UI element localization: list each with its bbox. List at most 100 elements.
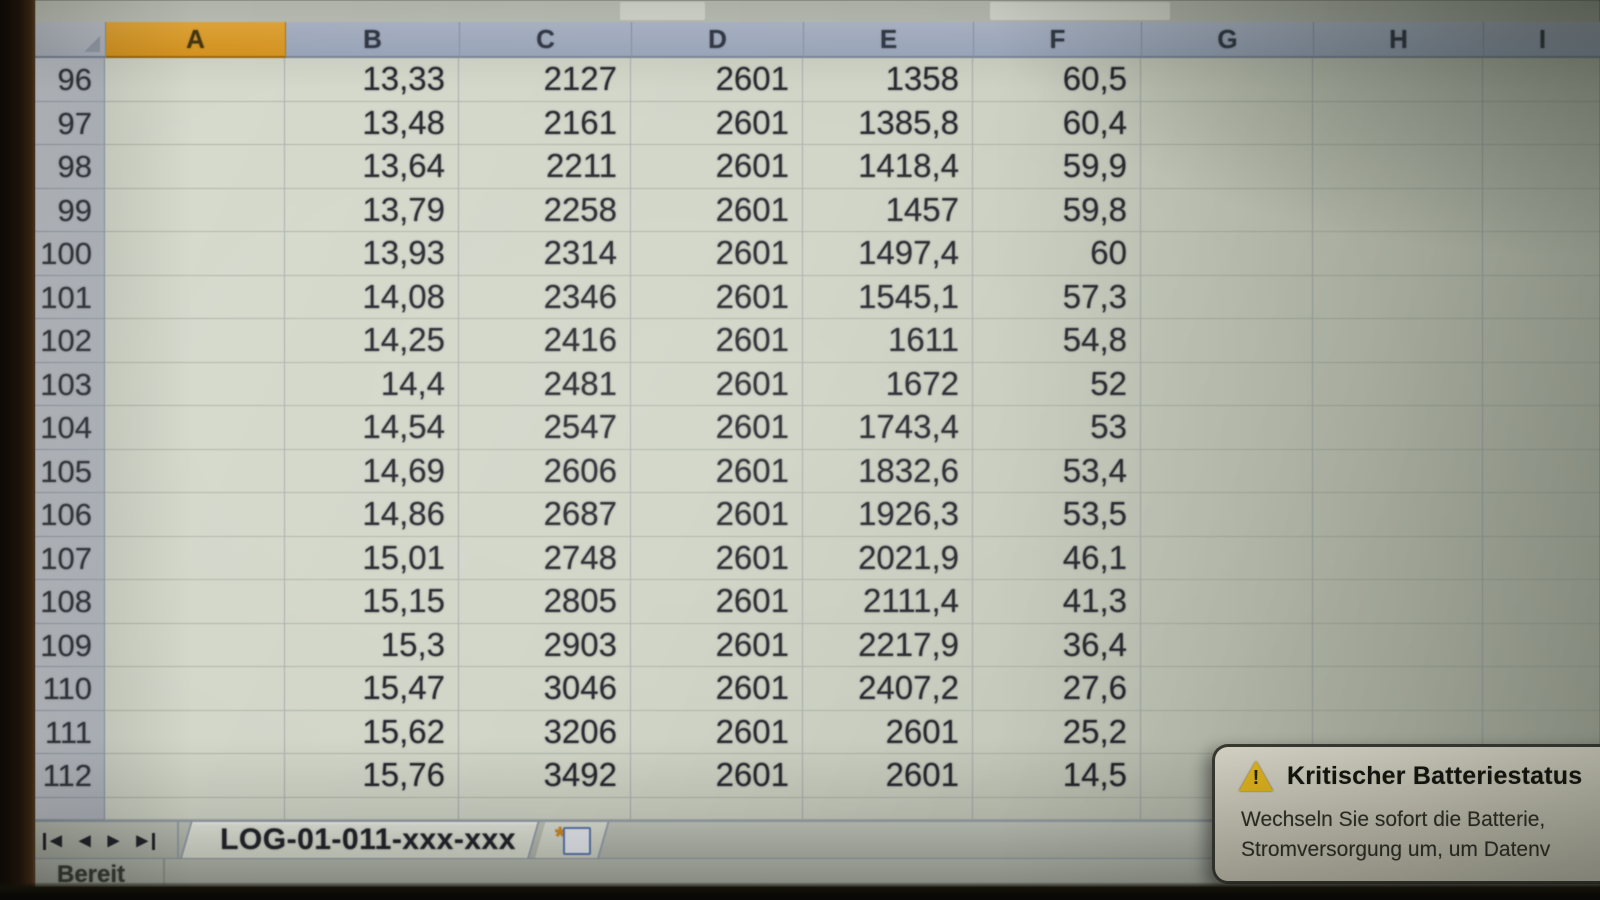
column-header-H[interactable]: H xyxy=(1314,22,1484,58)
row-header-103[interactable]: 103 xyxy=(35,362,105,406)
row-header-98[interactable]: 98 xyxy=(35,145,105,189)
cell-I104[interactable] xyxy=(1483,406,1600,450)
cell-G100[interactable] xyxy=(1141,232,1313,276)
cell-G106[interactable] xyxy=(1141,493,1313,537)
cell-C107[interactable]: 2748 xyxy=(459,536,631,580)
cell-H104[interactable] xyxy=(1313,406,1483,450)
cell-E99[interactable]: 1457 xyxy=(803,188,973,232)
cell-E106[interactable]: 1926,3 xyxy=(803,493,973,537)
cell-B112[interactable]: 15,76 xyxy=(285,754,459,798)
cell-I108[interactable] xyxy=(1483,580,1600,624)
cell-I106[interactable] xyxy=(1483,493,1600,537)
cell-A98[interactable] xyxy=(105,145,285,189)
cell-G97[interactable] xyxy=(1141,101,1313,145)
cell-H107[interactable] xyxy=(1313,536,1483,580)
cell-F105[interactable]: 53,4 xyxy=(973,449,1141,493)
row-header-96[interactable]: 96 xyxy=(35,58,105,102)
cell-I107[interactable] xyxy=(1483,537,1600,580)
cell-B107[interactable]: 15,01 xyxy=(285,536,459,580)
cell-partial[interactable] xyxy=(459,797,631,820)
row-header-110[interactable]: 110 xyxy=(35,667,105,711)
cell-F101[interactable]: 57,3 xyxy=(973,275,1141,319)
cell-H99[interactable] xyxy=(1313,188,1483,232)
cell-A107[interactable] xyxy=(105,536,285,580)
cell-E111[interactable]: 2601 xyxy=(803,710,973,754)
cell-C100[interactable]: 2314 xyxy=(459,232,631,276)
cell-H109[interactable] xyxy=(1313,623,1483,667)
cell-C104[interactable]: 2547 xyxy=(459,406,631,450)
cell-H100[interactable] xyxy=(1313,232,1483,276)
cell-D99[interactable]: 2601 xyxy=(631,188,803,232)
cell-B106[interactable]: 14,86 xyxy=(285,493,459,537)
cell-C96[interactable]: 2127 xyxy=(459,58,631,102)
cell-I110[interactable] xyxy=(1483,667,1600,711)
cell-E112[interactable]: 2601 xyxy=(803,754,973,798)
cell-F100[interactable]: 60 xyxy=(973,232,1141,276)
cell-A97[interactable] xyxy=(105,101,285,145)
cell-A100[interactable] xyxy=(105,232,285,276)
cell-E103[interactable]: 1672 xyxy=(803,362,973,406)
cell-I100[interactable] xyxy=(1483,232,1600,276)
cell-D100[interactable]: 2601 xyxy=(631,232,803,276)
cell-A109[interactable] xyxy=(105,623,285,667)
battery-warning-popup[interactable]: ! Kritischer Batteriestatus Wechseln Sie… xyxy=(1212,744,1600,884)
cell-partial[interactable] xyxy=(285,797,459,820)
cell-H102[interactable] xyxy=(1313,319,1483,363)
cell-D106[interactable]: 2601 xyxy=(631,493,803,537)
select-all-button[interactable] xyxy=(35,22,106,58)
cell-G104[interactable] xyxy=(1141,406,1313,450)
cell-F96[interactable]: 60,5 xyxy=(973,58,1141,102)
cell-D104[interactable]: 2601 xyxy=(631,406,803,450)
cell-C112[interactable]: 3492 xyxy=(459,754,631,798)
cell-G96[interactable] xyxy=(1141,58,1313,102)
cell-E101[interactable]: 1545,1 xyxy=(803,275,973,319)
cell-G101[interactable] xyxy=(1141,275,1313,319)
cell-I99[interactable] xyxy=(1483,189,1600,232)
cell-D107[interactable]: 2601 xyxy=(631,536,803,580)
cell-B98[interactable]: 13,64 xyxy=(285,145,459,189)
first-sheet-button[interactable]: ◄ xyxy=(43,822,66,860)
cell-G107[interactable] xyxy=(1141,536,1313,580)
cell-G102[interactable] xyxy=(1141,319,1313,363)
row-header-97[interactable]: 97 xyxy=(35,101,105,145)
cell-I97[interactable] xyxy=(1483,102,1600,145)
cell-partial[interactable] xyxy=(105,797,285,820)
cell-A108[interactable] xyxy=(105,580,285,624)
cell-I98[interactable] xyxy=(1483,145,1600,189)
cell-C111[interactable]: 3206 xyxy=(459,710,631,754)
column-header-E[interactable]: E xyxy=(804,22,974,58)
cell-partial[interactable] xyxy=(803,797,973,820)
cell-C98[interactable]: 2211 xyxy=(459,145,631,189)
cell-C110[interactable]: 3046 xyxy=(459,667,631,711)
cell-B100[interactable]: 13,93 xyxy=(285,232,459,276)
cell-E100[interactable]: 1497,4 xyxy=(803,232,973,276)
cell-A106[interactable] xyxy=(105,493,285,537)
cell-B96[interactable]: 13,33 xyxy=(285,58,459,102)
next-sheet-button[interactable]: ► xyxy=(103,830,124,852)
column-header-I[interactable]: I xyxy=(1484,22,1600,58)
cell-F102[interactable]: 54,8 xyxy=(973,319,1141,363)
cell-E110[interactable]: 2407,2 xyxy=(803,667,973,711)
cell-E104[interactable]: 1743,4 xyxy=(803,406,973,450)
cell-H106[interactable] xyxy=(1313,493,1483,537)
cell-B101[interactable]: 14,08 xyxy=(285,275,459,319)
cell-G105[interactable] xyxy=(1141,449,1313,493)
column-header-B[interactable]: B xyxy=(286,22,460,58)
row-header-107[interactable]: 107 xyxy=(35,536,105,580)
cell-E109[interactable]: 2217,9 xyxy=(803,623,973,667)
cell-H101[interactable] xyxy=(1313,275,1483,319)
cell-A101[interactable] xyxy=(105,275,285,319)
cell-H110[interactable] xyxy=(1313,667,1483,711)
previous-sheet-button[interactable]: ◄ xyxy=(74,830,95,852)
cell-A103[interactable] xyxy=(105,362,285,406)
cell-A112[interactable] xyxy=(105,754,285,798)
cell-H108[interactable] xyxy=(1313,580,1483,624)
cell-D110[interactable]: 2601 xyxy=(631,667,803,711)
cell-F104[interactable]: 53 xyxy=(973,406,1141,450)
cell-B103[interactable]: 14,4 xyxy=(285,362,459,406)
cell-C101[interactable]: 2346 xyxy=(459,275,631,319)
row-header-partial[interactable] xyxy=(35,797,105,820)
cell-B110[interactable]: 15,47 xyxy=(285,667,459,711)
cell-I105[interactable] xyxy=(1483,450,1600,493)
cell-D112[interactable]: 2601 xyxy=(631,754,803,798)
